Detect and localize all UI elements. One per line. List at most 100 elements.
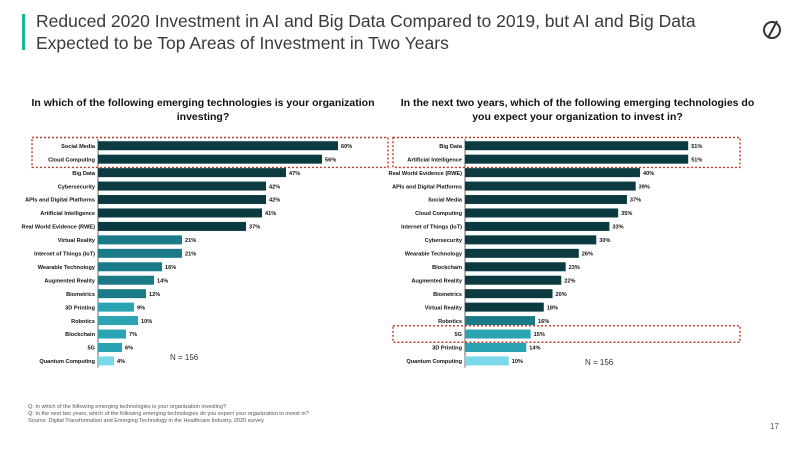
undefined-bar: [98, 248, 182, 258]
undefined-category-label: Virtual Reality: [58, 238, 96, 244]
undefined-bar: [465, 262, 566, 272]
undefined-category-label: Internet of Things (IoT): [34, 252, 95, 258]
undefined-value-label: 33%: [612, 225, 623, 231]
undefined-bar: [465, 289, 553, 299]
undefined-bar: [465, 195, 627, 205]
undefined-category-label: Artificial Intelligence: [40, 211, 95, 217]
undefined-category-label: Cybersecurity: [58, 184, 96, 190]
undefined-bar: [465, 168, 641, 178]
undefined-bar: [98, 235, 182, 245]
undefined-value-label: 10%: [512, 359, 523, 365]
undefined-bar: [465, 154, 689, 164]
undefined-bar: [465, 356, 509, 366]
undefined-category-label: 5G: [88, 346, 95, 352]
undefined-value-label: 18%: [547, 305, 558, 311]
undefined-category-label: Internet of Things (IoT): [401, 225, 462, 231]
undefined-category-label: Cloud Computing: [415, 211, 462, 217]
undefined-bar: [465, 141, 689, 151]
undefined-category-label: APIs and Digital Platforms: [392, 184, 462, 190]
undefined-category-label: 5G: [455, 332, 462, 338]
undefined-bar: [98, 181, 266, 191]
undefined-bar: [98, 316, 138, 326]
footnote-q2: Q: In the next two years, which of the f…: [28, 411, 309, 417]
undefined-bar: [98, 289, 146, 299]
undefined-category-label: Virtual Reality: [425, 305, 463, 311]
undefined-bar: [465, 302, 544, 312]
undefined-value-label: 35%: [621, 211, 632, 217]
undefined-value-label: 20%: [556, 292, 567, 298]
undefined-value-label: 4%: [117, 359, 125, 365]
undefined-bar: [98, 329, 126, 339]
undefined-value-label: 42%: [269, 198, 280, 204]
left-n-label: N = 156: [170, 353, 199, 362]
undefined-value-label: 7%: [129, 332, 137, 338]
undefined-bar: [98, 221, 246, 231]
undefined-category-label: 3D Printing: [432, 346, 462, 352]
undefined-value-label: 30%: [599, 238, 610, 244]
undefined-bar: [98, 356, 114, 366]
undefined-value-label: 42%: [269, 184, 280, 190]
undefined-category-label: Social Media: [61, 144, 96, 150]
undefined-value-label: 12%: [149, 292, 160, 298]
undefined-value-label: 15%: [534, 332, 545, 338]
undefined-value-label: 16%: [538, 319, 549, 325]
undefined-bar: [465, 208, 619, 218]
undefined-value-label: 16%: [165, 265, 176, 271]
undefined-highlight-box: [31, 136, 389, 169]
undefined-category-label: Artificial Intelligence: [407, 157, 462, 163]
undefined-bar: [98, 195, 266, 205]
undefined-value-label: 21%: [185, 252, 196, 258]
undefined-category-label: Cybersecurity: [425, 238, 463, 244]
footnote-q1: Q: In which of the following emerging te…: [28, 404, 227, 410]
undefined-category-label: Robotics: [438, 319, 462, 325]
page-number: 17: [770, 422, 779, 431]
undefined-bar: [98, 154, 322, 164]
undefined-bar: [98, 342, 122, 352]
undefined-category-label: Biometrics: [66, 292, 95, 298]
undefined-bar: [465, 329, 531, 339]
undefined-category-label: Quantum Computing: [39, 359, 95, 365]
undefined-value-label: 37%: [630, 198, 641, 204]
undefined-category-label: Wearable Technology: [405, 252, 463, 258]
undefined-category-label: Augmented Reality: [411, 278, 463, 284]
undefined-category-label: Big Data: [72, 171, 96, 177]
undefined-value-label: 40%: [643, 171, 654, 177]
undefined-bar: [465, 248, 579, 258]
undefined-value-label: 51%: [691, 157, 702, 163]
undefined-bar: [465, 316, 536, 326]
undefined-highlight-box: [392, 136, 741, 169]
undefined-bar: [465, 235, 597, 245]
undefined-category-label: Real World Evidence (RWE): [389, 171, 463, 177]
undefined-bar: [465, 221, 610, 231]
right-chart-title: In the next two years, which of the foll…: [400, 97, 755, 123]
undefined-category-label: Quantum Computing: [406, 359, 462, 365]
undefined-value-label: 60%: [341, 144, 352, 150]
undefined-value-label: 41%: [265, 211, 276, 217]
page-title: Reduced 2020 Investment in AI and Big Da…: [36, 11, 696, 53]
undefined-category-label: Cloud Computing: [48, 157, 95, 163]
undefined-value-label: 26%: [582, 252, 593, 258]
undefined-bar: [98, 262, 162, 272]
undefined-value-label: 6%: [125, 346, 133, 352]
undefined-value-label: 14%: [529, 346, 540, 352]
undefined-category-label: 3D Printing: [65, 305, 95, 311]
undefined-value-label: 21%: [185, 238, 196, 244]
undefined-value-label: 56%: [325, 157, 336, 163]
undefined-category-label: Real World Evidence (RWE): [22, 225, 96, 231]
undefined-value-label: 9%: [137, 305, 145, 311]
undefined-value-label: 51%: [691, 144, 702, 150]
undefined-category-label: APIs and Digital Platforms: [25, 198, 95, 204]
right-n-label: N = 156: [585, 358, 614, 367]
undefined-value-label: 39%: [639, 184, 650, 190]
undefined-bar: [465, 181, 636, 191]
undefined-bar: [98, 168, 286, 178]
undefined-category-label: Social Media: [428, 198, 463, 204]
undefined-value-label: 37%: [249, 225, 260, 231]
undefined-category-label: Robotics: [71, 319, 95, 325]
logo-icon: [763, 20, 781, 39]
left-chart-title: In which of the following emerging techn…: [31, 97, 375, 123]
undefined-category-label: Wearable Technology: [38, 265, 96, 271]
undefined-value-label: 14%: [157, 278, 168, 284]
undefined-bar: [98, 141, 338, 151]
